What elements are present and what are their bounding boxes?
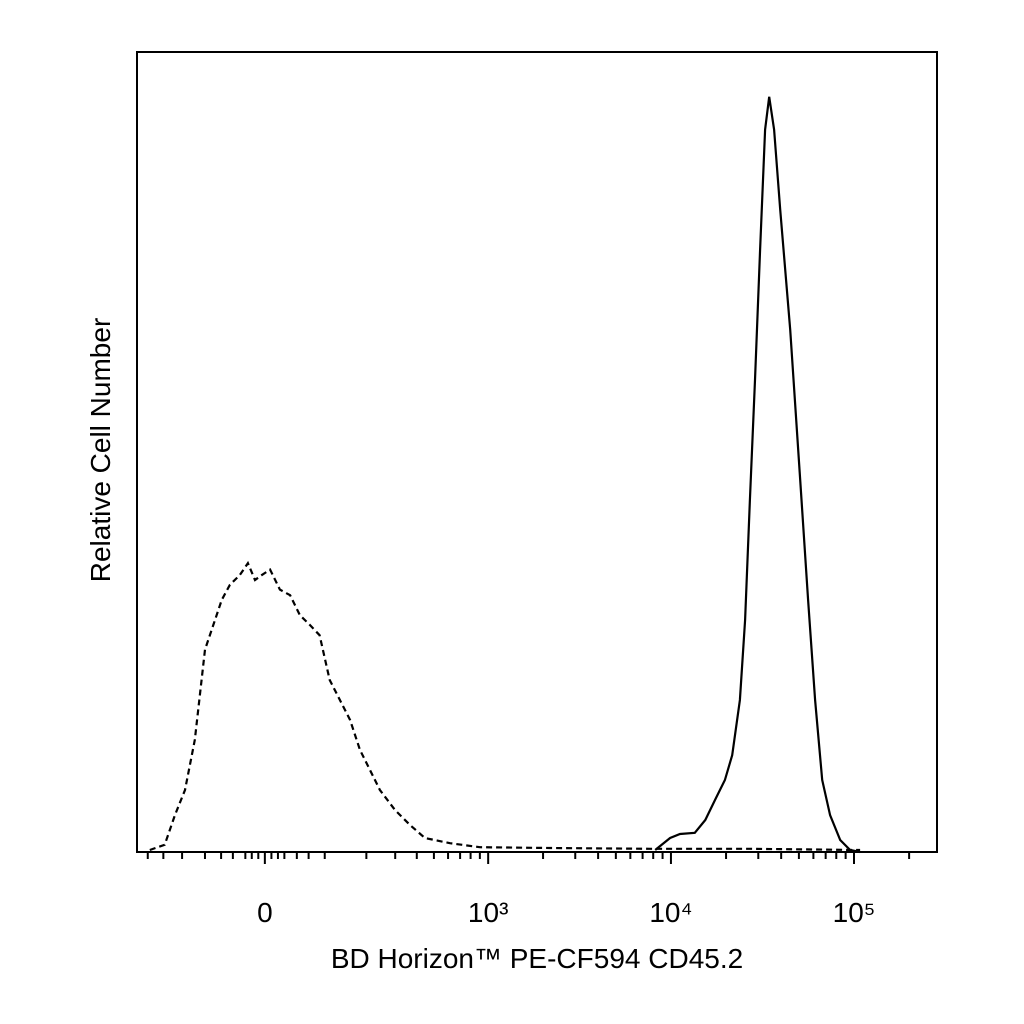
x-tick-label: 0 bbox=[257, 897, 273, 928]
histogram-line bbox=[149, 560, 861, 852]
plot-frame bbox=[136, 51, 938, 853]
histogram-line bbox=[654, 96, 861, 854]
x-tick-label: 10⁵ bbox=[833, 897, 876, 928]
x-axis-label: BD Horizon™ PE-CF594 CD45.2 bbox=[331, 943, 743, 974]
x-tick-label: 10³ bbox=[468, 897, 508, 928]
y-axis-label: Relative Cell Number bbox=[85, 318, 116, 583]
x-tick-label: 10⁴ bbox=[649, 897, 692, 928]
